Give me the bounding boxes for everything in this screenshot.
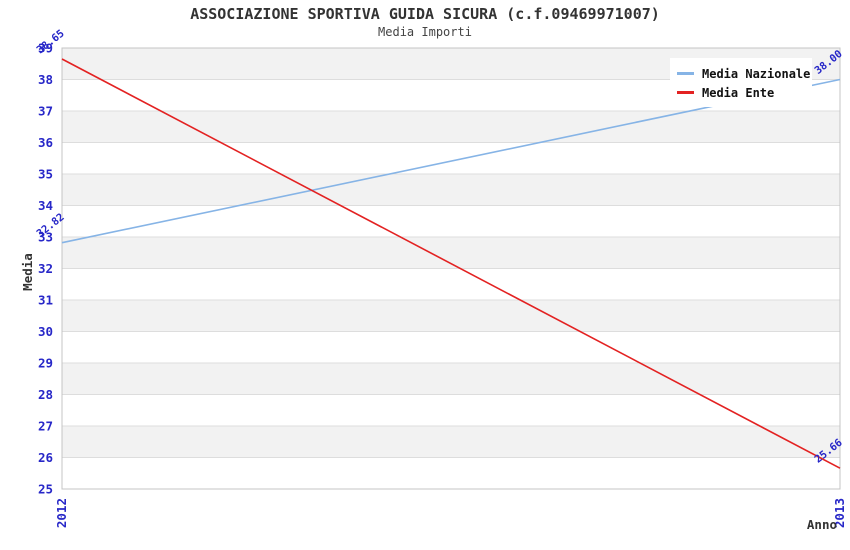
grid-band: [62, 142, 840, 174]
y-tick-label: 27: [38, 419, 53, 434]
y-tick-label: 39: [38, 41, 53, 56]
y-tick-label: 34: [38, 198, 53, 213]
grid-band: [62, 300, 840, 332]
y-tick-label: 33: [38, 230, 53, 245]
series-line-1: [61, 58, 841, 469]
grid-band: [62, 111, 840, 143]
y-tick-label: 30: [38, 324, 53, 339]
legend-item: Media Nazionale: [677, 64, 810, 83]
y-tick-label: 37: [38, 104, 53, 119]
legend-label: Media Nazionale: [702, 66, 811, 81]
y-tick-label: 38: [38, 72, 53, 87]
legend: Media Nazionale Media Ente: [670, 58, 812, 107]
y-tick-label: 31: [38, 293, 53, 308]
grid-band: [62, 205, 840, 237]
grid-band: [62, 457, 840, 489]
y-tick-label: 26: [38, 450, 53, 465]
legend-label: Media Ente: [702, 85, 775, 100]
grid-band: [62, 394, 840, 426]
grid-band: [62, 331, 840, 363]
plot-frame: [61, 47, 841, 490]
x-tick-label: 2012: [54, 498, 69, 528]
y-tick-label: 35: [38, 167, 53, 182]
y-tick-label: 36: [38, 135, 53, 150]
x-tick-label: 2013: [832, 498, 847, 528]
y-tick-label: 32: [38, 261, 53, 276]
legend-line-swatch-1: [677, 91, 694, 94]
legend-line-swatch-0: [677, 72, 694, 75]
y-tick-label: 28: [38, 387, 53, 402]
y-tick-label: 25: [38, 482, 53, 497]
grid-band: [62, 363, 840, 395]
y-axis-title: Media: [20, 253, 35, 291]
grid-band: [62, 268, 840, 300]
x-axis-title: Anno: [807, 517, 837, 532]
legend-item: Media Ente: [677, 83, 806, 102]
chart-subtitle: Media Importi: [378, 25, 472, 39]
y-tick-label: 29: [38, 356, 53, 371]
grid-band: [62, 426, 840, 458]
chart-title: ASSOCIAZIONE SPORTIVA GUIDA SICURA (c.f.…: [190, 5, 660, 23]
grid-band: [62, 174, 840, 206]
